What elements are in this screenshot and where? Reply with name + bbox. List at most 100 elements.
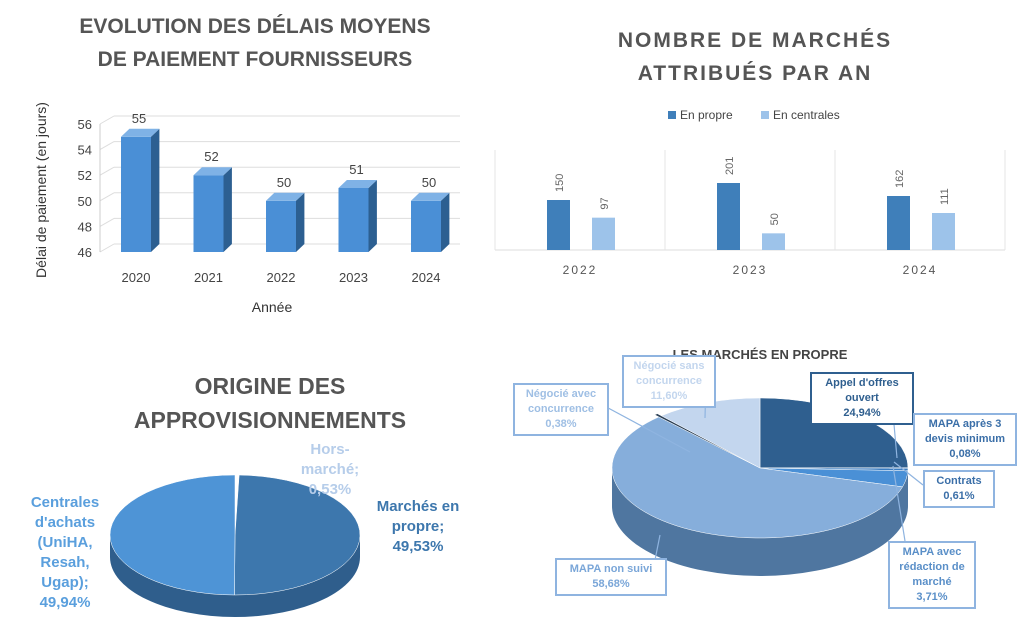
y-tick-label: 50 [78, 194, 92, 209]
label-line: Contrats [936, 475, 982, 487]
bar-side-2023 [368, 180, 377, 252]
marches-chart: NOMBRE DE MARCHÉS ATTRIBUÉS PAR AN En pr… [494, 29, 1006, 277]
label-line: 11,60% [650, 390, 688, 402]
label-line: ouvert [845, 392, 879, 404]
legend-label-en-propre: En propre [680, 108, 733, 122]
label-line: 58,68% [592, 578, 630, 590]
label-line: Centrales [30, 494, 100, 511]
bar-top-2020 [121, 128, 160, 137]
x-tick-label-2022: 2022 [267, 270, 296, 285]
gridline-diag [99, 192, 115, 202]
pie-label-1: Marchés en propre; 49,53% [368, 497, 468, 557]
gridline-diag [99, 243, 115, 253]
label-line: Marchés en [376, 498, 460, 515]
gridline-diag [99, 115, 115, 125]
data-label-2023-0: 201 [724, 157, 736, 175]
gridline-diag [99, 217, 115, 227]
pie-side [612, 468, 908, 576]
chart4-title: LES MARCHÉS EN PROPRE [673, 347, 848, 362]
label-line: concurrence [527, 403, 595, 415]
bar-2024-1 [932, 213, 955, 250]
pie-label-6: Négocié sans concurrence 11,60% [622, 355, 716, 408]
label-line: marché; [300, 461, 360, 478]
label-line: rédaction de [899, 561, 965, 573]
pie-side [110, 535, 360, 617]
bar-2023-1 [762, 233, 785, 250]
label-line: 0,38% [545, 418, 577, 430]
data-label-2022-1: 97 [599, 197, 611, 209]
bar-top-2024 [411, 192, 450, 201]
gridline-diag [99, 141, 115, 151]
chart3-title-line1: ORIGINE DES [195, 373, 346, 399]
x-tick-label-2020: 2020 [122, 270, 151, 285]
label-line: 24,94% [843, 407, 881, 419]
pie-slice-5 [654, 413, 757, 467]
y-tick-label: 48 [78, 219, 92, 234]
label-line: 49,53% [392, 538, 444, 555]
bar-2020 [121, 136, 151, 252]
label-line: MAPA avec [902, 546, 962, 558]
y-tick-label: 56 [78, 117, 92, 132]
bar-2023 [338, 188, 369, 252]
delais-chart: EVOLUTION DES DÉLAIS MOYENS DE PAIEMENT … [33, 15, 460, 315]
chart2-title-line2: ATTRIBUÉS PAR AN [638, 62, 873, 85]
bar-side-2020 [151, 128, 160, 252]
marches-propre-chart: LES MARCHÉS EN PROPRE [611, 347, 909, 576]
data-label-2024: 50 [422, 175, 436, 190]
data-label-2024-0: 162 [894, 170, 906, 188]
x-tick-label-2023: 2023 [733, 263, 768, 277]
bar-side-2021 [223, 167, 232, 252]
pie-slice-4 [611, 416, 903, 539]
pie-label-2: Centrales d'achats (UniHA, Resah, Ugap); 49,9… [25, 493, 105, 613]
pie-label-2: Contrats 0,61% [923, 470, 995, 508]
leader-line [892, 465, 906, 542]
chart1-title-line1: EVOLUTION DES DÉLAIS MOYENS [79, 15, 430, 38]
bar-2022-0 [547, 200, 570, 250]
label-line: propre; [391, 518, 445, 535]
bar-2022 [266, 200, 296, 252]
chart2-title-line1: NOMBRE DE MARCHÉS [618, 29, 892, 52]
chart1-x-axis-title: Année [252, 299, 293, 315]
label-line: 0,61% [943, 490, 975, 502]
label-line: 0,53% [308, 481, 352, 498]
label-line: Hors- [310, 441, 350, 458]
legend-swatch-en-centrales [761, 111, 769, 119]
gridline-diag [99, 166, 115, 176]
pie-label-1: MAPA après 3 devis minimum 0,08% [913, 413, 1017, 466]
data-label-2021: 52 [204, 149, 218, 164]
data-label-2022-0: 150 [554, 174, 566, 192]
x-tick-label-2024: 2024 [412, 270, 441, 285]
data-label-2020: 55 [132, 111, 146, 126]
label-line: marché [912, 576, 952, 588]
bar-2024 [411, 200, 441, 252]
pie-slice-2 [109, 474, 236, 596]
label-line: Ugap); [41, 574, 89, 591]
bar-2024-0 [887, 196, 910, 250]
x-tick-label-2023: 2023 [339, 270, 368, 285]
label-line: (UniHA, [37, 534, 93, 551]
bar-side-2024 [441, 192, 450, 252]
pie-slice-1 [234, 474, 361, 596]
leader-line [596, 401, 691, 453]
bar-top-2023 [338, 180, 377, 188]
leader-line [893, 461, 924, 486]
label-line: 3,71% [916, 591, 948, 603]
x-tick-label-2021: 2021 [194, 270, 223, 285]
y-tick-label: 46 [78, 245, 92, 260]
label-line: MAPA après 3 [928, 418, 1002, 430]
y-tick-label: 54 [78, 143, 92, 158]
label-line: devis minimum [924, 433, 1006, 445]
data-label-2024-1: 111 [939, 188, 951, 205]
y-tick-label: 52 [78, 168, 92, 183]
x-tick-label-2022: 2022 [563, 263, 598, 277]
data-label-2023: 51 [349, 162, 363, 177]
label-line: 0,08% [949, 448, 981, 460]
bar-top-2022 [266, 192, 305, 201]
bar-side-2022 [296, 192, 305, 252]
legend-swatch-en-propre [668, 111, 676, 119]
bar-top-2021 [193, 167, 232, 176]
x-tick-label-2024: 2024 [903, 263, 938, 277]
origine-chart: ORIGINE DES APPROVISIONNEMENTS [109, 373, 406, 617]
chart3-title-line2: APPROVISIONNEMENTS [134, 407, 406, 433]
